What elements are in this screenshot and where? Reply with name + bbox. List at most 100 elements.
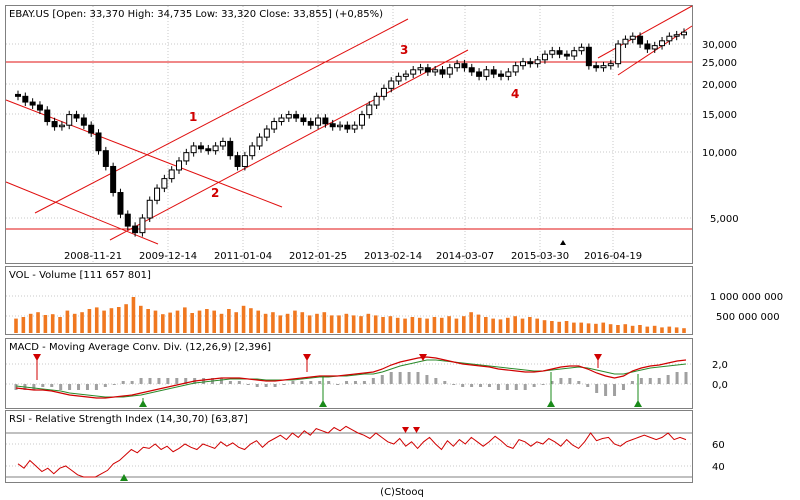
candle-body [124, 213, 131, 227]
volume-bar [14, 318, 18, 333]
macd-histogram-bar [148, 378, 152, 384]
macd-histogram-bar [389, 372, 393, 384]
candle-body [293, 114, 300, 119]
volume-bar [506, 317, 510, 333]
wave-label-2: 2 [211, 186, 219, 200]
candle-body [80, 117, 87, 126]
candle-body [490, 69, 497, 75]
macd-histogram-bar [541, 384, 545, 385]
macd-histogram-bar [345, 381, 349, 384]
macd-histogram-bar [505, 384, 509, 390]
macd-histogram-bar [398, 372, 402, 384]
volume-bar [344, 313, 349, 333]
volume-bar [50, 314, 55, 333]
candle-body [234, 155, 241, 167]
macd-histogram-bar [675, 372, 679, 384]
volume-bar [205, 309, 209, 333]
candle-body [659, 40, 666, 47]
macd-histogram-bar [630, 381, 634, 384]
rsi-sell-arrow [402, 427, 409, 433]
macd-histogram-bar [255, 384, 259, 387]
volume-bar [278, 315, 283, 333]
candle-body [154, 187, 161, 201]
volume-bar [271, 312, 275, 333]
candle-body [329, 123, 336, 128]
descending-resistance-line [5, 99, 283, 208]
volume-bar [28, 313, 33, 333]
rsi-sell-arrow [413, 427, 420, 433]
price-axis: 30,000 25,000 20,000 15,000 10,000 5,000 [702, 40, 739, 225]
volume-bar [300, 312, 305, 333]
volume-bar [175, 310, 180, 333]
volume-bar [557, 321, 562, 333]
candle-body [205, 148, 212, 152]
candle-body [439, 69, 446, 75]
candle-body [249, 145, 256, 157]
candle-body [73, 114, 80, 119]
candle-body [278, 117, 285, 123]
candle-body [410, 69, 417, 75]
macd-histogram-bar [237, 381, 241, 384]
volume-bar [469, 312, 473, 333]
price-tick-20000: 20,000 [702, 80, 737, 91]
volume-bar [395, 317, 400, 333]
macd-histogram-bar [604, 384, 608, 396]
macd-histogram-bar [434, 378, 438, 384]
volume-bar [36, 312, 40, 333]
candle-body [541, 53, 548, 61]
candle-body [476, 71, 483, 77]
volume-bar [564, 321, 569, 333]
rsi-line [17, 425, 687, 478]
rsi-tick-60: 60 [712, 440, 725, 451]
candle-body [388, 80, 395, 89]
candle-body [132, 225, 139, 234]
macd-histogram-bar [14, 384, 18, 390]
candle-body [176, 160, 183, 171]
volume-bar [87, 309, 92, 333]
rsi-tick-40: 40 [712, 462, 725, 473]
volume-bar [366, 313, 371, 333]
macd-histogram-bar [684, 372, 688, 384]
candle-body [622, 38, 629, 45]
volume-bar [307, 315, 312, 333]
macd-buy-arrow [634, 400, 642, 407]
volume-bar [638, 325, 642, 333]
candle-body [212, 145, 219, 152]
candle-body [197, 145, 204, 150]
macd-histogram-bar [621, 384, 625, 390]
candle-body [637, 35, 644, 45]
copyright-footer: (C)Stooq [380, 487, 424, 498]
volume-bar [484, 317, 488, 333]
volume-bar [645, 326, 650, 333]
wave-label-4: 4 [511, 87, 519, 101]
channel-upper-line [34, 18, 409, 214]
volume-bar [660, 327, 664, 333]
volume-bar [94, 307, 99, 333]
volume-bar [263, 313, 268, 333]
volume-bar [586, 323, 591, 333]
date-tick-2012-01-25: 2012-01-25 [289, 251, 347, 262]
macd-buy-arrow [547, 400, 555, 407]
volume-bar [616, 325, 620, 333]
candle-body [190, 145, 197, 154]
macd-histogram-bar [568, 378, 572, 384]
volume-bar [116, 307, 121, 333]
price-panel-frame [5, 5, 693, 264]
macd-histogram-bar [648, 378, 652, 384]
macd-histogram-bar [514, 384, 518, 390]
rsi-grid [6, 443, 692, 467]
candle-body [527, 61, 534, 65]
candle-body [424, 67, 431, 73]
macd-histogram-bar [264, 384, 268, 387]
candle-body [51, 121, 58, 128]
volume-panel-frame [5, 266, 693, 335]
candle-body [651, 45, 658, 50]
macd-histogram-bar [112, 384, 116, 385]
volume-bar [183, 307, 187, 333]
candle-body [337, 124, 344, 128]
volume-bar [403, 318, 407, 333]
volume-bar [131, 297, 136, 333]
macd-histogram-bar [487, 384, 491, 387]
wave-label-1: 1 [189, 110, 197, 124]
candle-body [219, 140, 226, 147]
